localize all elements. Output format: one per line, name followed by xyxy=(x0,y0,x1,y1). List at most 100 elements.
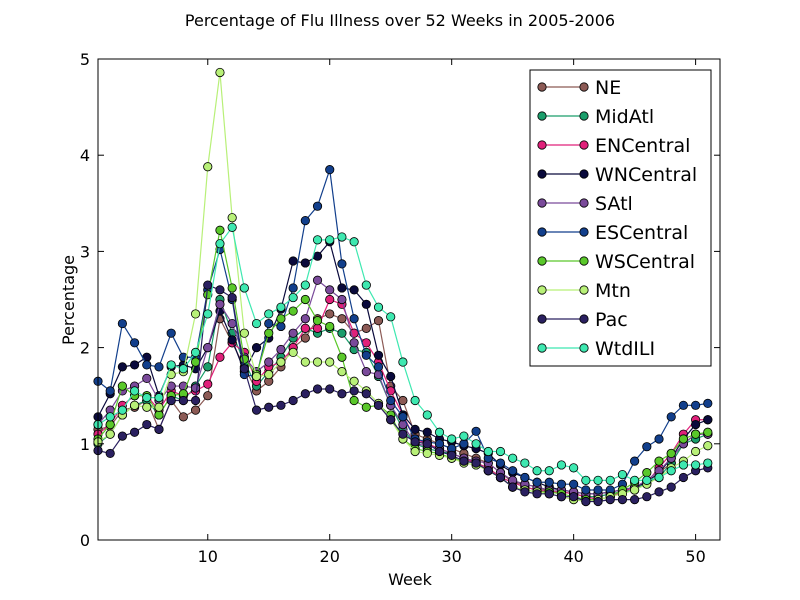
legend-entry-wtdili: WtdILI xyxy=(537,338,655,360)
data-point-wtdili xyxy=(190,347,201,358)
data-point-wncentral xyxy=(703,415,713,425)
data-point-mtn xyxy=(251,371,262,382)
x-axis-label: Week xyxy=(388,570,433,589)
legend-marker xyxy=(537,140,547,150)
y-tick-label: 3 xyxy=(80,242,90,261)
data-point-wtdili xyxy=(117,405,127,415)
data-point-pac xyxy=(508,482,518,492)
data-point-mtn xyxy=(264,369,274,380)
data-point-wtdili xyxy=(593,475,603,485)
data-point-pac xyxy=(556,492,567,502)
legend-label: ENCentral xyxy=(595,135,690,157)
data-point-escentral xyxy=(495,458,506,468)
data-point-ne xyxy=(361,323,371,333)
data-point-pac xyxy=(459,456,469,466)
data-point-escentral xyxy=(703,398,713,408)
data-point-escentral xyxy=(630,456,640,466)
data-point-ne xyxy=(203,391,213,401)
data-point-wtdili xyxy=(227,222,237,232)
data-point-pac xyxy=(569,492,579,502)
data-point-wtdili xyxy=(508,453,518,463)
data-point-escentral xyxy=(459,439,469,449)
data-point-wtdili xyxy=(215,239,225,249)
legend-label: NE xyxy=(595,77,621,99)
data-point-wncentral xyxy=(349,285,359,295)
data-point-midatl xyxy=(337,328,347,338)
data-point-wtdili xyxy=(251,318,262,329)
data-point-escentral xyxy=(569,479,579,489)
data-point-mtn xyxy=(312,357,323,367)
data-point-wncentral xyxy=(288,256,298,266)
data-point-ne xyxy=(190,405,201,415)
legend-marker xyxy=(537,169,547,179)
data-point-escentral xyxy=(471,426,481,436)
data-point-pac xyxy=(544,489,554,499)
data-point-pac xyxy=(617,494,628,505)
data-point-wtdili xyxy=(434,427,445,437)
data-point-wtdili xyxy=(166,360,176,370)
data-point-satl xyxy=(276,344,286,355)
data-point-pac xyxy=(483,466,493,476)
data-point-escentral xyxy=(276,321,286,332)
data-point-satl xyxy=(349,338,359,348)
legend-marker xyxy=(579,111,589,121)
data-point-wscentral xyxy=(276,314,286,324)
data-point-mtn xyxy=(227,213,237,223)
chart-title: Percentage of Flu Illness over 52 Weeks … xyxy=(185,11,615,30)
data-point-pac xyxy=(337,389,347,399)
data-point-pac xyxy=(666,482,676,492)
legend-marker xyxy=(537,256,547,266)
data-point-escentral xyxy=(556,479,567,489)
data-point-wscentral xyxy=(312,316,323,326)
legend-marker xyxy=(537,314,547,324)
data-point-pac xyxy=(227,292,237,303)
data-point-escentral xyxy=(654,434,664,444)
data-point-escentral xyxy=(642,442,652,452)
data-point-encentral xyxy=(312,323,323,333)
data-point-wtdili xyxy=(471,439,481,449)
data-point-wtdili xyxy=(654,472,664,483)
y-tick-label: 5 xyxy=(80,50,90,69)
data-point-escentral xyxy=(520,472,530,483)
data-point-wtdili xyxy=(703,458,713,468)
data-point-wncentral xyxy=(691,419,701,430)
legend-marker xyxy=(579,285,589,295)
legend-entry-pac: Pac xyxy=(537,309,628,331)
data-point-pac xyxy=(373,400,384,410)
x-tick-label: 10 xyxy=(198,547,218,566)
data-point-pac xyxy=(349,386,359,396)
data-point-mtn xyxy=(276,357,286,367)
data-point-wncentral xyxy=(129,360,140,370)
data-point-wscentral xyxy=(264,328,274,338)
data-point-wscentral xyxy=(227,283,237,293)
data-point-wncentral xyxy=(227,335,237,345)
legend-label: MidAtl xyxy=(595,106,654,128)
legend-entry-wscentral: WSCentral xyxy=(537,251,695,273)
data-point-mtn xyxy=(630,485,640,495)
data-point-wtdili xyxy=(495,446,506,457)
data-point-escentral xyxy=(398,412,408,422)
data-point-pac xyxy=(654,487,664,497)
data-point-pac xyxy=(264,402,274,412)
legend-marker xyxy=(579,140,589,150)
data-point-wscentral xyxy=(678,434,689,444)
legend-marker xyxy=(579,82,589,92)
data-point-wtdili xyxy=(239,283,249,293)
data-point-satl xyxy=(337,294,347,305)
data-point-wtdili xyxy=(422,410,432,420)
legend-marker xyxy=(579,169,589,179)
data-point-pac xyxy=(447,450,457,460)
data-point-wscentral xyxy=(190,357,201,367)
data-point-wscentral xyxy=(654,456,664,466)
data-point-satl xyxy=(300,314,310,324)
legend-entry-midatl: MidAtl xyxy=(537,106,654,128)
data-point-pac xyxy=(434,446,445,457)
data-point-pac xyxy=(142,419,152,430)
data-point-pac xyxy=(410,437,420,447)
legend-label: WSCentral xyxy=(595,251,695,273)
legend-entry-encentral: ENCentral xyxy=(537,135,690,157)
data-point-pac xyxy=(422,439,432,449)
data-point-wncentral xyxy=(386,371,396,382)
data-point-pac xyxy=(190,395,201,406)
